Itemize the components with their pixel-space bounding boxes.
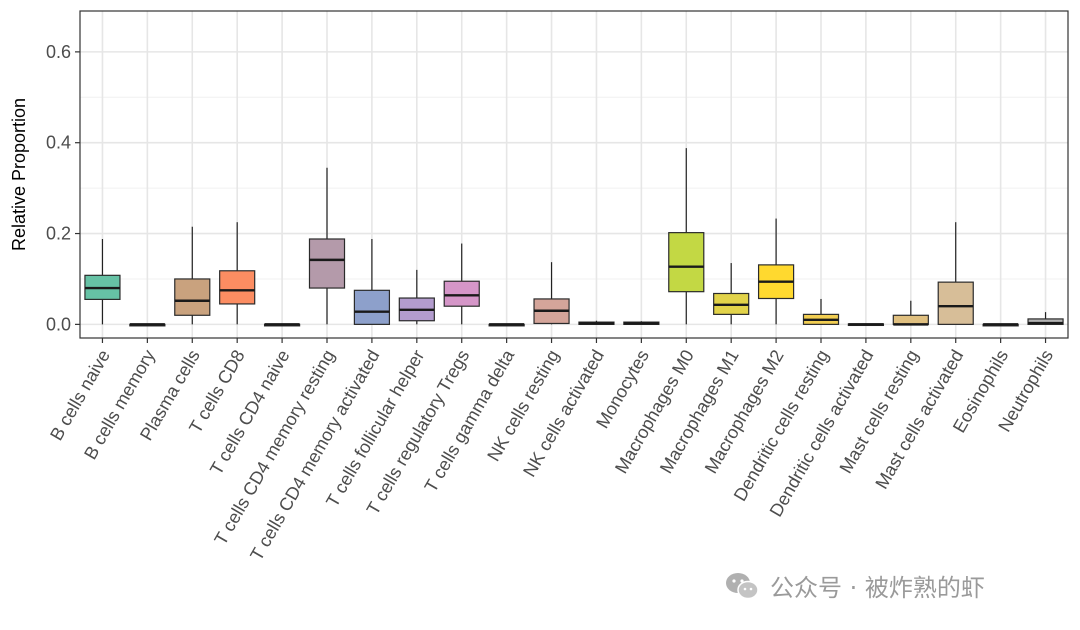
watermark-text: 公众号 · 被炸熟的虾 [770,574,985,602]
box-11 [578,320,615,325]
box-16 [802,298,840,325]
box-2 [174,226,211,325]
box-3 [219,222,256,325]
box-6 [353,238,391,325]
y-axis-label: Relative Proportion [9,98,29,251]
box-body [668,232,705,293]
box-body [443,280,480,307]
box-18 [892,300,929,326]
box-body [353,289,391,325]
y-tick-label: 0.4 [46,133,71,153]
y-tick-label: 0.0 [46,314,71,334]
box-9 [488,323,525,327]
box-1 [129,323,166,327]
box-13 [668,148,705,325]
box-8 [443,243,480,325]
box-20 [982,323,1019,327]
box-14 [713,263,750,325]
panel-border [79,10,1069,339]
box-body [219,270,256,305]
box-series [84,148,1064,327]
watermark: 公众号 · 被炸熟的虾 [724,568,985,603]
box-body [174,278,211,316]
box-0 [84,238,121,325]
box-5 [308,167,346,325]
box-7 [398,269,435,325]
wechat-icon [726,572,759,599]
box-10 [533,262,570,325]
box-15 [757,218,795,325]
box-body [308,238,346,289]
box-12 [623,321,660,325]
box-body [1027,318,1064,325]
box-17 [847,323,885,327]
y-tick-label: 0.2 [46,224,71,244]
box-19 [937,222,974,325]
x-tick-label: NK cells activated [519,346,608,480]
box-4 [263,323,301,327]
box-body [892,314,929,325]
box-21 [1027,312,1064,325]
y-tick-label: 0.6 [46,42,71,62]
box-body [937,281,974,325]
